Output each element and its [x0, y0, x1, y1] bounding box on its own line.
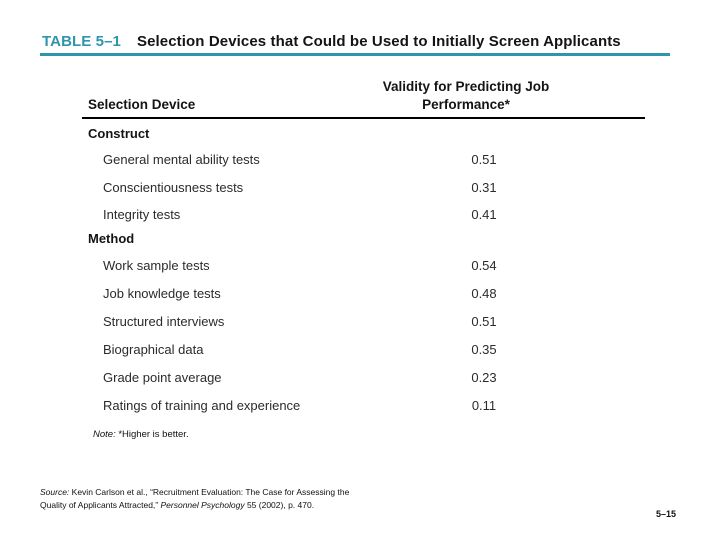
title-underline	[40, 53, 670, 56]
device-label: Grade point average	[103, 370, 222, 385]
table-row: Structured interviews 0.51	[82, 313, 645, 330]
validity-value: 0.31	[471, 180, 497, 195]
column-header-validity: Validity for Predicting Job Performance*	[346, 78, 586, 114]
validity-value: 0.41	[471, 207, 497, 222]
source-label: Source:	[40, 487, 70, 497]
device-label: Biographical data	[103, 342, 204, 357]
table-row: General mental ability tests 0.51	[82, 151, 645, 168]
slide-page-number: 5–15	[655, 509, 676, 519]
table-row: Conscientiousness tests 0.31	[82, 179, 645, 196]
device-label: Ratings of training and experience	[103, 398, 301, 413]
table-row: Job knowledge tests 0.48	[82, 285, 645, 302]
section-header-method: Method	[88, 231, 135, 246]
source-journal: Personnel Psychology	[160, 500, 245, 510]
validity-value: 0.23	[471, 370, 497, 385]
device-label: Work sample tests	[103, 258, 210, 273]
source-text-2: 55 (2002), p. 470.	[244, 500, 315, 510]
page-title: Selection Devices that Could be Used to …	[136, 33, 621, 50]
table-row: Integrity tests 0.41	[82, 206, 645, 223]
device-label: Integrity tests	[103, 207, 181, 222]
validity-value: 0.51	[471, 314, 497, 329]
column-header-validity-line2: Performance*	[422, 97, 510, 112]
slide-title-row: TABLE 5–1 Selection Devices that Could be…	[42, 33, 621, 50]
table-note: Note: *Higher is better.	[93, 429, 189, 440]
source-citation: Source: Kevin Carlson et al., “Recruitme…	[40, 486, 372, 512]
table-label: TABLE 5–1	[42, 33, 121, 50]
note-text: *Higher is better.	[115, 429, 189, 440]
column-header-selection-device: Selection Device	[88, 97, 196, 112]
section-header-construct: Construct	[88, 126, 150, 141]
note-label: Note:	[93, 429, 116, 440]
device-label: General mental ability tests	[103, 152, 260, 167]
column-header-validity-line1: Validity for Predicting Job	[382, 79, 550, 94]
device-label: Conscientiousness tests	[103, 180, 244, 195]
header-rule	[82, 117, 645, 119]
device-label: Job knowledge tests	[103, 286, 221, 301]
validity-value: 0.51	[471, 152, 497, 167]
table-row: Work sample tests 0.54	[82, 257, 645, 274]
source-text-1: Kevin Carlson et al., “Recruitment Evalu…	[40, 487, 350, 510]
table-row: Ratings of training and experience 0.11	[82, 397, 645, 414]
validity-value: 0.54	[471, 258, 497, 273]
table-row: Biographical data 0.35	[82, 341, 645, 358]
table-row: Grade point average 0.23	[82, 369, 645, 386]
table-body: Construct General mental ability tests 0…	[82, 122, 645, 422]
validity-value: 0.35	[471, 342, 497, 357]
validity-value: 0.11	[471, 398, 497, 413]
device-label: Structured interviews	[103, 314, 225, 329]
validity-value: 0.48	[471, 286, 497, 301]
